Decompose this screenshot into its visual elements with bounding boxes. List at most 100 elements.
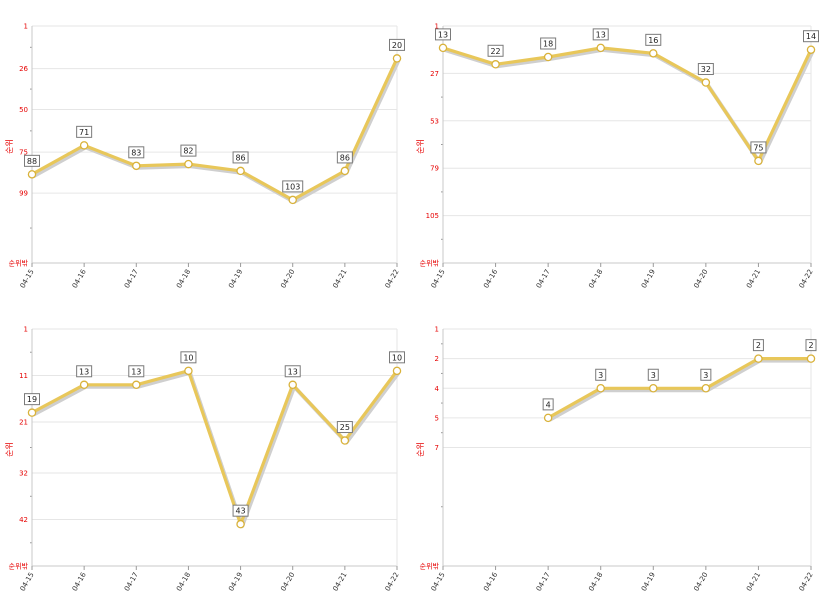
- x-tick-label: 04-16: [482, 268, 499, 290]
- x-tick-label: 04-20: [692, 268, 709, 290]
- data-point: [649, 49, 658, 58]
- data-label: 4: [546, 400, 551, 409]
- data-label-box: [592, 28, 609, 41]
- x-tick-label: 04-16: [482, 571, 499, 593]
- data-label: 3: [598, 371, 603, 380]
- y-bottom-label: 순위밖: [9, 259, 29, 268]
- data-label-box: [336, 151, 353, 164]
- data-label-box: [389, 351, 405, 364]
- data-point: [288, 380, 297, 390]
- data-label-box: [232, 504, 249, 517]
- data-label-box: [336, 421, 353, 434]
- data-point: [236, 166, 245, 176]
- y-bottom-label: 순위밖: [420, 562, 440, 571]
- chart-panel-4: 1 2 4 5 7 순위밖 순위 04-15 04-16 04-17 04-18 04-19 04-20…: [416, 326, 817, 593]
- y-bottom-label: 순위밖: [9, 562, 29, 571]
- chart-panel-1: 1 26 50 75 99 순위밖 순위 04-15 04-16 04-17 04-18 04-19 0…: [5, 23, 405, 290]
- data-label-box: [435, 28, 451, 41]
- data-label-box: [803, 30, 819, 43]
- data-point: [806, 354, 816, 363]
- data-label: 19: [27, 395, 37, 404]
- x-tick-label: 04-21: [331, 268, 348, 290]
- data-label: 13: [438, 30, 448, 39]
- y-tick-label: 1: [435, 23, 439, 31]
- data-label: 2: [756, 341, 761, 350]
- data-label-box: [128, 365, 145, 378]
- y-tick-label: 1: [435, 326, 439, 334]
- data-label: 25: [340, 423, 350, 432]
- y-tick-label: 1: [24, 23, 28, 31]
- data-label: 3: [651, 371, 656, 380]
- data-label: 10: [392, 353, 402, 362]
- data-point: [340, 166, 350, 176]
- x-tick-label: 04-22: [798, 571, 815, 593]
- x-tick-label: 04-22: [384, 268, 401, 290]
- data-point: [184, 366, 193, 376]
- series-line: [547, 357, 811, 420]
- x-tick-label: 04-20: [279, 571, 296, 593]
- data-label-box: [76, 125, 93, 138]
- data-label: 75: [753, 143, 763, 152]
- data-point: [596, 383, 605, 393]
- data-point: [27, 408, 37, 417]
- y-tick-label: 5: [435, 414, 439, 422]
- y-tick-label: 42: [19, 516, 28, 524]
- data-point: [340, 436, 350, 445]
- x-tick-label: 04-18: [587, 268, 604, 290]
- data-point: [701, 383, 711, 393]
- data-point: [288, 195, 297, 205]
- x-tick-label: 04-19: [640, 571, 657, 593]
- data-label: 14: [806, 32, 816, 41]
- y-axis-label: 순위: [416, 442, 425, 457]
- data-label: 103: [285, 182, 300, 191]
- data-label-box: [180, 144, 197, 157]
- data-point: [543, 52, 553, 62]
- y-axis-label: 순위: [416, 139, 425, 154]
- data-point: [543, 413, 553, 423]
- data-label-box: [76, 365, 93, 378]
- y-tick-label: 26: [19, 65, 28, 73]
- data-label-box: [542, 398, 554, 411]
- data-label-box: [645, 33, 662, 46]
- x-tick-label: 04-19: [227, 268, 244, 290]
- y-tick-label: 27: [430, 70, 439, 78]
- data-label-box: [750, 141, 767, 154]
- data-label-box: [805, 339, 817, 352]
- data-label-box: [232, 151, 249, 164]
- data-point: [132, 161, 141, 171]
- x-tick-label: 04-16: [71, 268, 88, 290]
- data-label: 13: [131, 367, 141, 376]
- data-label: 10: [183, 353, 193, 362]
- data-point: [438, 43, 448, 53]
- data-label: 16: [648, 36, 658, 45]
- y-tick-label: 4: [435, 385, 440, 393]
- series-line: [31, 369, 399, 526]
- x-tick-label: 04-18: [175, 571, 192, 593]
- data-point: [649, 383, 658, 393]
- data-label-box: [487, 44, 504, 57]
- data-label: 18: [543, 39, 553, 48]
- y-tick-label: 2: [435, 355, 439, 363]
- data-label: 71: [79, 128, 89, 137]
- y-tick-label: 53: [430, 117, 439, 125]
- data-label-box: [24, 154, 40, 167]
- x-tick-label: 04-15: [430, 268, 447, 290]
- y-tick-label: 50: [19, 106, 28, 114]
- x-tick-label: 04-16: [71, 571, 88, 593]
- data-label-box: [389, 38, 405, 51]
- x-tick-label: 04-18: [175, 268, 192, 290]
- data-point: [754, 354, 763, 363]
- series-line: [442, 46, 813, 163]
- x-tick-label: 04-17: [535, 571, 552, 593]
- x-tick-label: 04-21: [331, 571, 348, 593]
- data-label: 3: [703, 371, 708, 380]
- data-point: [806, 45, 816, 54]
- data-label-box: [595, 368, 607, 381]
- x-tick-label: 04-19: [640, 268, 657, 290]
- y-axis-label: 순위: [5, 442, 14, 457]
- data-point: [79, 380, 89, 390]
- x-tick-label: 04-21: [745, 571, 762, 593]
- x-tick-label: 04-15: [19, 268, 36, 290]
- y-tick-label: 79: [430, 165, 439, 173]
- data-point: [27, 170, 37, 179]
